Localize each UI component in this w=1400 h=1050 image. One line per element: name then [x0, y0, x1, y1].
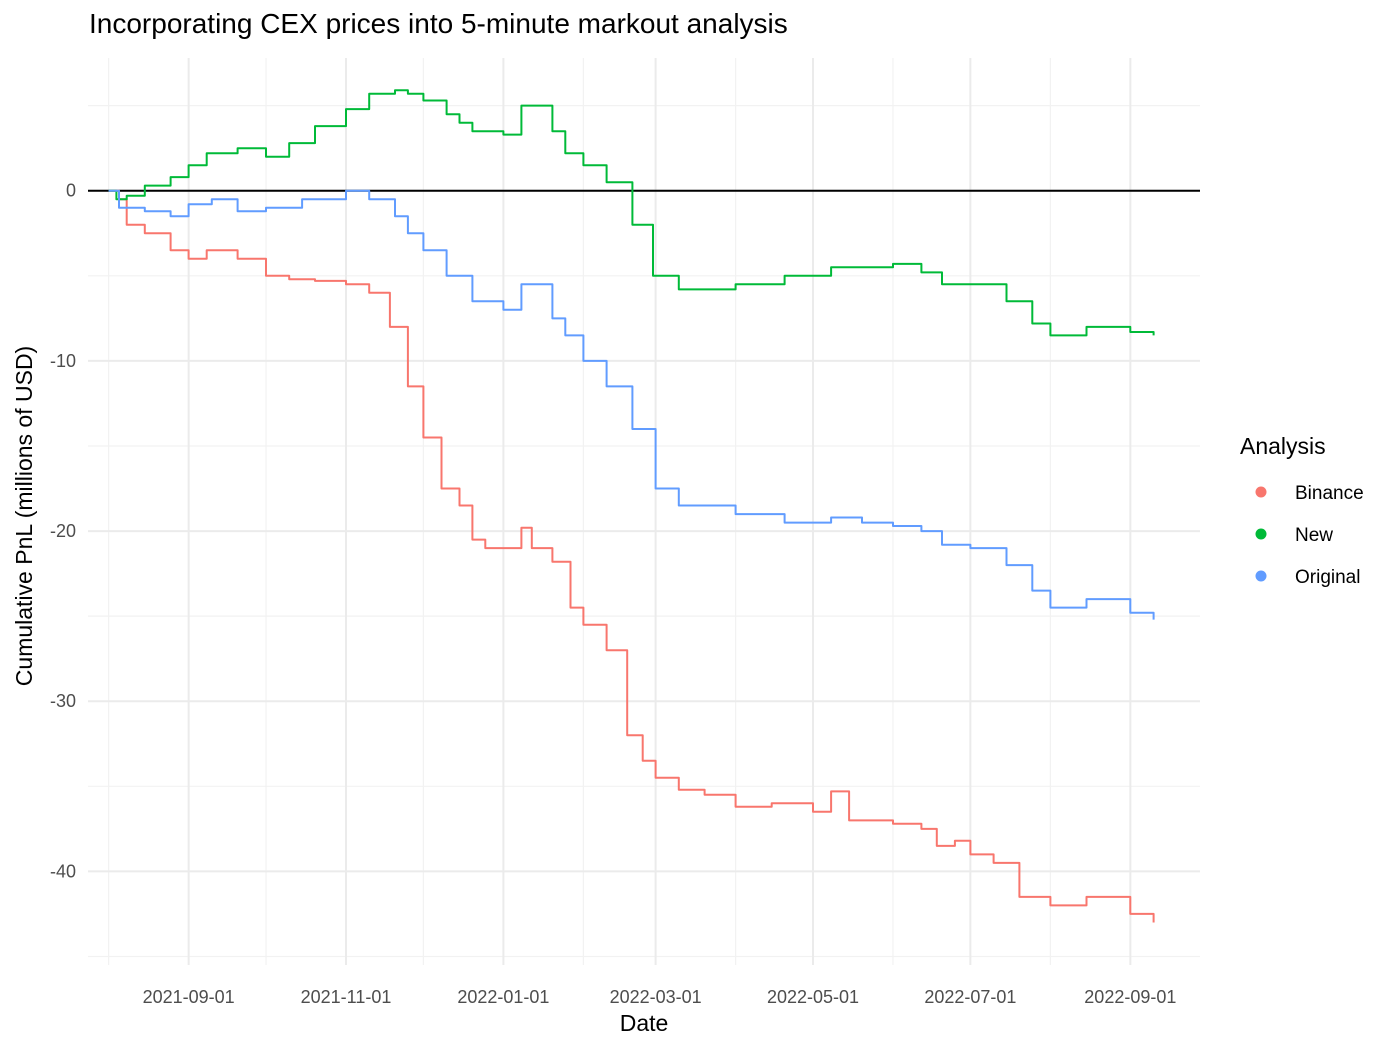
legend-label-new: New	[1295, 525, 1333, 546]
x-axis-title: Date	[620, 1010, 669, 1036]
y-tick-label: 0	[66, 181, 76, 201]
y-tick-label: -40	[50, 861, 76, 881]
x-tick-label: 2022-07-01	[924, 987, 1016, 1007]
series-line-binance	[108, 189, 1155, 923]
chart-title: Incorporating CEX prices into 5-minute m…	[89, 8, 788, 39]
y-tick-label: -10	[50, 351, 76, 371]
y-tick-labels: 0 -10 -20 -30 -40	[50, 181, 76, 882]
series-line-original	[108, 189, 1155, 620]
x-tick-label: 2022-03-01	[610, 987, 702, 1007]
legend-label-original: Original	[1295, 567, 1360, 588]
grid-major	[88, 58, 1200, 965]
grid-minor	[88, 58, 1200, 965]
series-line-new	[108, 89, 1155, 337]
y-tick-label: -20	[50, 521, 76, 541]
x-tick-labels: 2021-09-01 2021-11-01 2022-01-01 2022-03-01…	[143, 987, 1177, 1007]
legend-items: Binance New Original	[1255, 483, 1364, 588]
x-tick-label: 2021-11-01	[301, 987, 392, 1007]
legend-key-binance	[1255, 486, 1267, 498]
legend-key-new	[1255, 528, 1267, 540]
legend-key-original	[1255, 570, 1267, 582]
y-axis-title: Cumulative PnL (millions of USD)	[11, 346, 37, 686]
x-tick-label: 2022-09-01	[1084, 987, 1176, 1007]
legend-label-binance: Binance	[1295, 483, 1364, 504]
legend: Analysis Binance New Original	[1240, 433, 1364, 588]
y-tick-label: -30	[50, 691, 76, 711]
x-tick-label: 2021-09-01	[143, 987, 235, 1007]
series-layer	[108, 89, 1155, 923]
x-tick-label: 2022-01-01	[457, 987, 549, 1007]
x-tick-label: 2022-05-01	[767, 987, 859, 1007]
legend-title: Analysis	[1240, 433, 1326, 459]
